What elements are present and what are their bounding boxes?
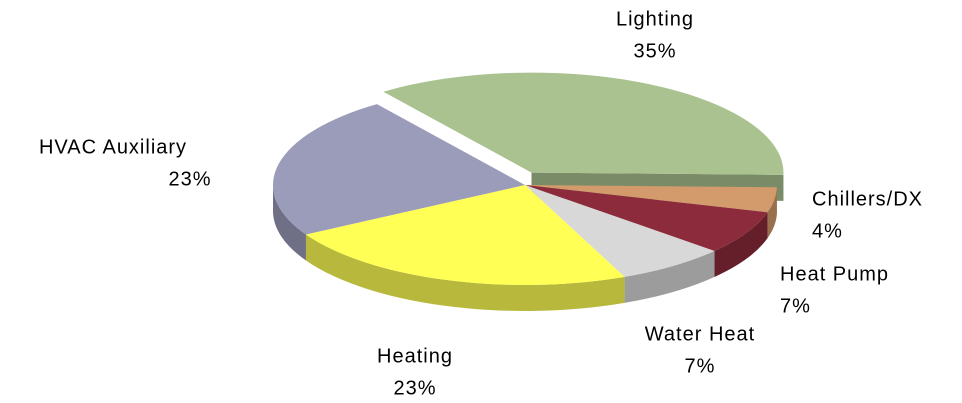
slice-value-label: 35% xyxy=(633,40,676,62)
slice-value-label: 7% xyxy=(685,355,716,377)
slice xyxy=(383,72,784,175)
slice-label: Heat Pump xyxy=(780,263,889,285)
slice xyxy=(525,185,715,277)
slice-side xyxy=(305,234,625,311)
slice-value-label: 4% xyxy=(812,220,843,242)
slice-label: HVAC Auxiliary xyxy=(39,136,187,158)
slice-label: Lighting xyxy=(616,8,694,30)
slice-label: Heating xyxy=(377,345,453,367)
slice xyxy=(525,185,768,251)
slice-label: Chillers/DX xyxy=(812,188,923,210)
slice-side xyxy=(714,212,768,277)
slice-side xyxy=(767,187,777,239)
slice xyxy=(305,185,625,285)
slice-side xyxy=(273,185,306,261)
slice-label: Water Heat xyxy=(645,323,755,345)
slice-value-label: 23% xyxy=(393,377,436,399)
slice-side xyxy=(624,250,715,303)
slice-value-label: 7% xyxy=(780,295,811,317)
slice xyxy=(273,104,525,235)
slice-value-label: 23% xyxy=(168,168,211,190)
slice xyxy=(525,185,777,213)
